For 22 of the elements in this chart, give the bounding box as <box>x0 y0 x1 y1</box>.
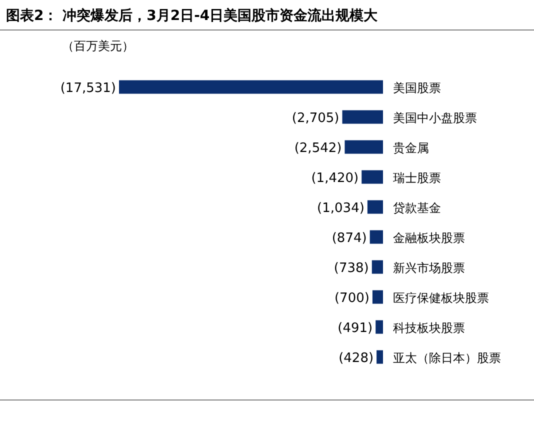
data-label: (491) <box>338 321 373 336</box>
y-tick-label: 贷款基金 <box>393 201 441 215</box>
data-label: (874) <box>332 231 367 246</box>
data-label: (738) <box>334 261 369 276</box>
data-label: (700) <box>334 291 370 306</box>
y-tick-label: 科技板块股票 <box>393 321 465 335</box>
y-tick-label: 美国中小盘股票 <box>393 111 477 125</box>
y-tick-label: 瑞士股票 <box>393 171 441 185</box>
data-label: (17,531) <box>60 81 116 96</box>
data-label: (2,542) <box>294 141 342 156</box>
chart-title: 图表2： 冲突爆发后，3月2日-4日美国股市资金流出规模大 <box>6 7 379 24</box>
data-label: (1,034) <box>317 201 364 216</box>
chart-subtitle: （百万美元） <box>62 39 134 53</box>
y-tick-label: 金融板块股票 <box>393 231 465 245</box>
y-tick-label: 美国股票 <box>393 81 441 95</box>
data-label: (1,420) <box>311 171 359 186</box>
y-tick-label: 亚太（除日本）股票 <box>393 351 501 365</box>
y-tick-label: 新兴市场股票 <box>393 261 465 275</box>
data-label: (428) <box>338 351 374 366</box>
y-tick-label: 贵金属 <box>393 141 429 155</box>
data-label: (2,705) <box>292 111 340 126</box>
y-tick-label: 医疗保健板块股票 <box>393 291 489 305</box>
